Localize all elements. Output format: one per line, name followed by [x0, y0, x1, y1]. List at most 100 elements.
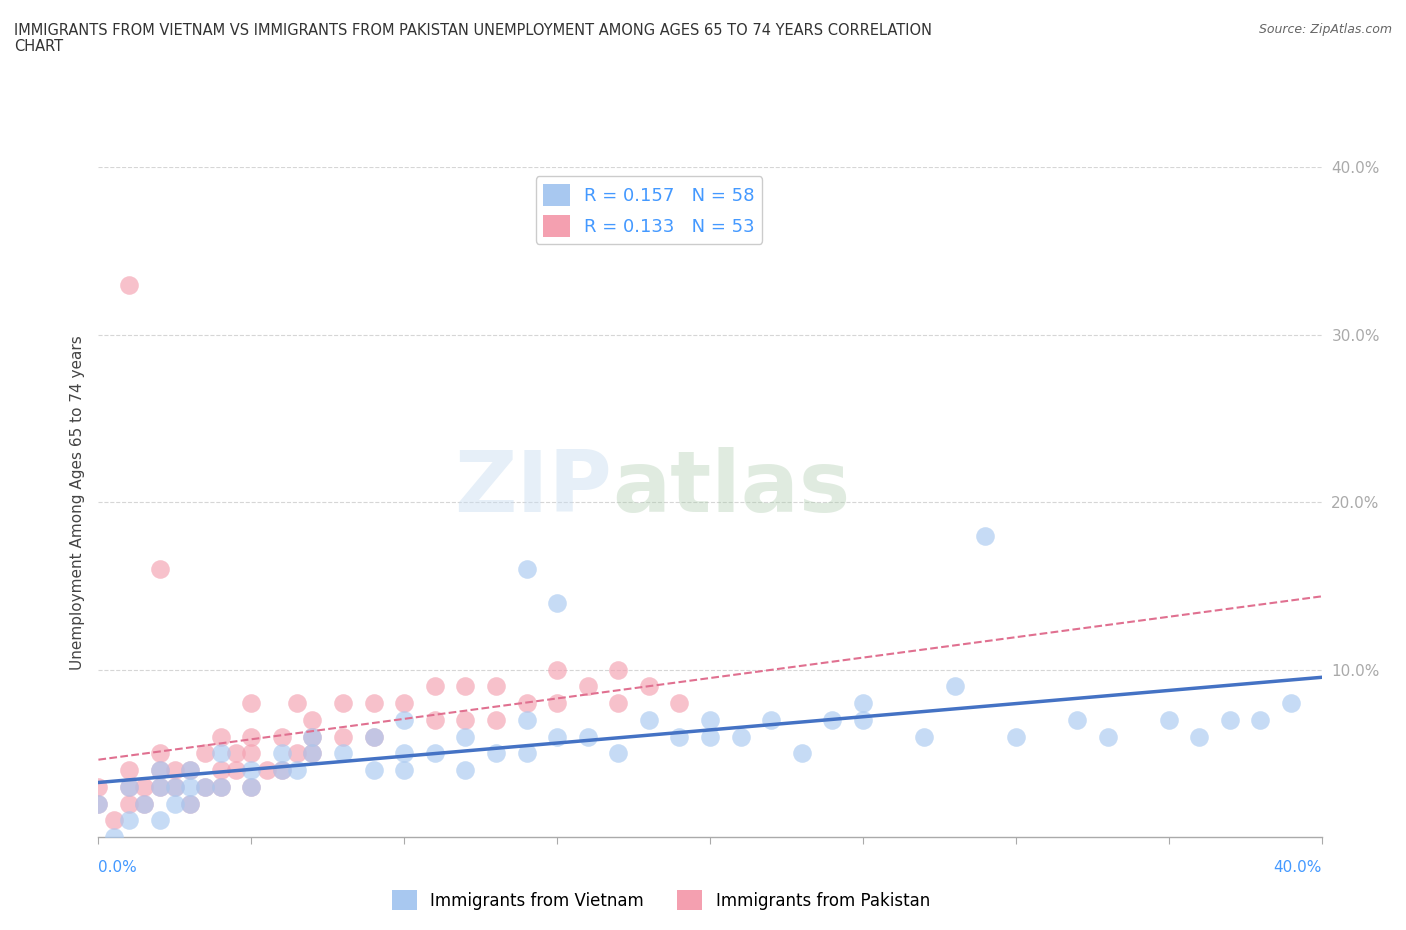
- Point: [332, 729, 354, 744]
- Point: [454, 763, 477, 777]
- Point: [87, 779, 110, 794]
- Point: [240, 763, 263, 777]
- Point: [134, 779, 156, 794]
- Point: [209, 779, 232, 794]
- Point: [209, 763, 232, 777]
- Point: [454, 712, 477, 727]
- Point: [912, 729, 935, 744]
- Point: [485, 679, 508, 694]
- Point: [270, 763, 292, 777]
- Point: [194, 779, 217, 794]
- Point: [301, 746, 323, 761]
- Point: [225, 746, 247, 761]
- Point: [163, 779, 186, 794]
- Point: [285, 746, 308, 761]
- Point: [285, 696, 308, 711]
- Point: [118, 796, 141, 811]
- Point: [546, 729, 568, 744]
- Point: [576, 729, 599, 744]
- Point: [790, 746, 813, 761]
- Point: [1249, 712, 1271, 727]
- Point: [149, 813, 172, 828]
- Point: [1157, 712, 1180, 727]
- Point: [118, 779, 141, 794]
- Point: [821, 712, 844, 727]
- Point: [637, 679, 661, 694]
- Point: [607, 696, 630, 711]
- Point: [149, 779, 172, 794]
- Point: [454, 729, 477, 744]
- Point: [1279, 696, 1302, 711]
- Point: [546, 595, 568, 610]
- Point: [179, 796, 201, 811]
- Point: [546, 696, 568, 711]
- Point: [194, 746, 217, 761]
- Point: [301, 746, 323, 761]
- Point: [179, 763, 201, 777]
- Point: [301, 729, 323, 744]
- Point: [363, 763, 385, 777]
- Point: [240, 729, 263, 744]
- Point: [546, 662, 568, 677]
- Point: [392, 696, 416, 711]
- Text: Source: ZipAtlas.com: Source: ZipAtlas.com: [1258, 23, 1392, 36]
- Point: [423, 712, 446, 727]
- Point: [392, 763, 416, 777]
- Point: [301, 712, 323, 727]
- Point: [607, 662, 630, 677]
- Point: [179, 763, 201, 777]
- Point: [637, 712, 661, 727]
- Point: [240, 779, 263, 794]
- Point: [134, 796, 156, 811]
- Point: [363, 729, 385, 744]
- Point: [134, 796, 156, 811]
- Point: [1004, 729, 1026, 744]
- Legend: R = 0.157   N = 58, R = 0.133   N = 53: R = 0.157 N = 58, R = 0.133 N = 53: [536, 177, 762, 244]
- Point: [118, 277, 141, 292]
- Point: [699, 729, 721, 744]
- Point: [607, 746, 630, 761]
- Text: IMMIGRANTS FROM VIETNAM VS IMMIGRANTS FROM PAKISTAN UNEMPLOYMENT AMONG AGES 65 T: IMMIGRANTS FROM VIETNAM VS IMMIGRANTS FR…: [14, 23, 932, 38]
- Point: [103, 830, 125, 844]
- Point: [194, 779, 217, 794]
- Point: [270, 746, 292, 761]
- Point: [118, 813, 141, 828]
- Point: [852, 696, 875, 711]
- Text: atlas: atlas: [612, 447, 851, 530]
- Point: [730, 729, 752, 744]
- Point: [270, 763, 292, 777]
- Point: [240, 779, 263, 794]
- Point: [516, 712, 538, 727]
- Text: ZIP: ZIP: [454, 447, 612, 530]
- Point: [852, 712, 875, 727]
- Point: [118, 763, 141, 777]
- Point: [423, 679, 446, 694]
- Point: [332, 746, 354, 761]
- Point: [516, 746, 538, 761]
- Point: [363, 696, 385, 711]
- Point: [163, 779, 186, 794]
- Point: [179, 779, 201, 794]
- Text: CHART: CHART: [14, 39, 63, 54]
- Point: [103, 813, 125, 828]
- Point: [759, 712, 782, 727]
- Point: [240, 746, 263, 761]
- Point: [516, 562, 538, 577]
- Point: [576, 679, 599, 694]
- Point: [668, 729, 690, 744]
- Text: 0.0%: 0.0%: [98, 860, 138, 875]
- Point: [209, 746, 232, 761]
- Point: [149, 763, 172, 777]
- Point: [163, 796, 186, 811]
- Point: [240, 696, 263, 711]
- Point: [1188, 729, 1211, 744]
- Point: [118, 779, 141, 794]
- Point: [668, 696, 690, 711]
- Point: [943, 679, 966, 694]
- Point: [87, 796, 110, 811]
- Point: [485, 712, 508, 727]
- Point: [256, 763, 278, 777]
- Point: [363, 729, 385, 744]
- Point: [1219, 712, 1241, 727]
- Point: [149, 763, 172, 777]
